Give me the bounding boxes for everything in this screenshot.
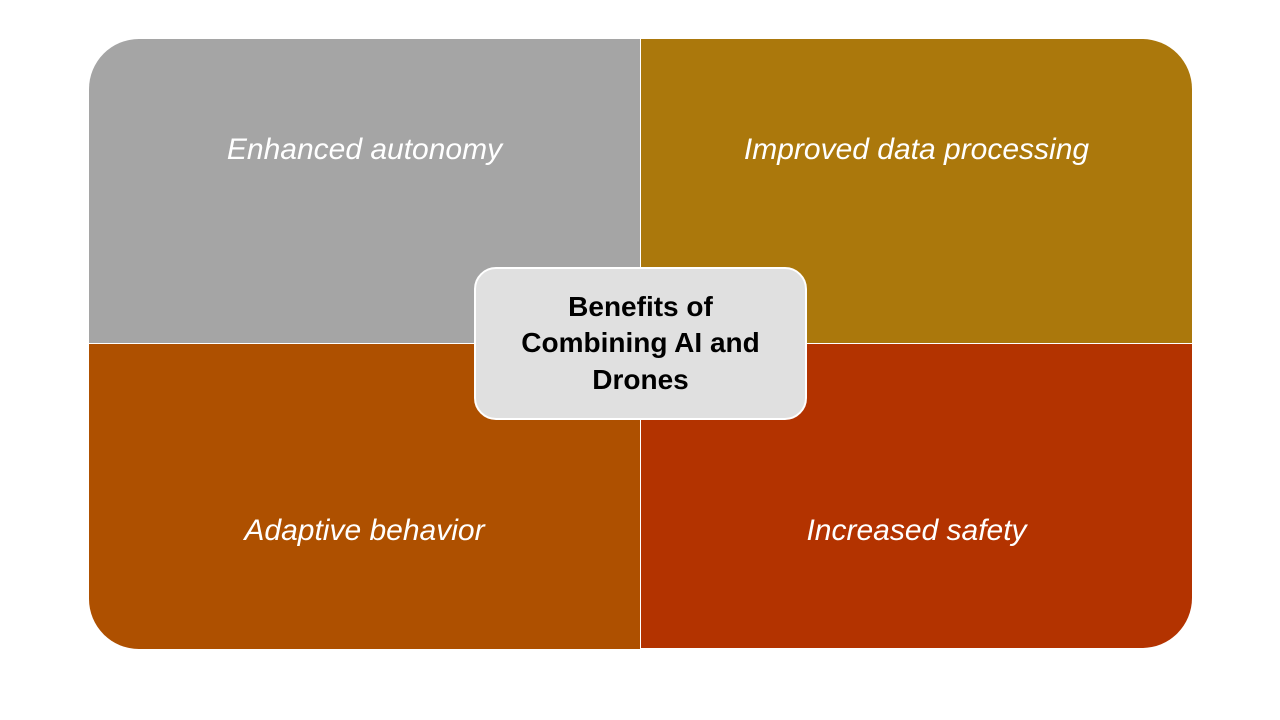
center-label: Benefits of Combining AI and Drones [521,290,760,395]
quadrant: Enhanced autonomy [89,39,640,343]
quadrant-label: Increased safety [806,514,1027,547]
quadrant-label: Improved data processing [743,133,1090,166]
quadrant: Adaptive behavior [89,344,640,649]
center-box: Benefits of Combining AI and Drones [474,267,807,420]
quadrant-label: Adaptive behavior [244,514,485,547]
quadrant-label: Enhanced autonomy [226,133,503,166]
